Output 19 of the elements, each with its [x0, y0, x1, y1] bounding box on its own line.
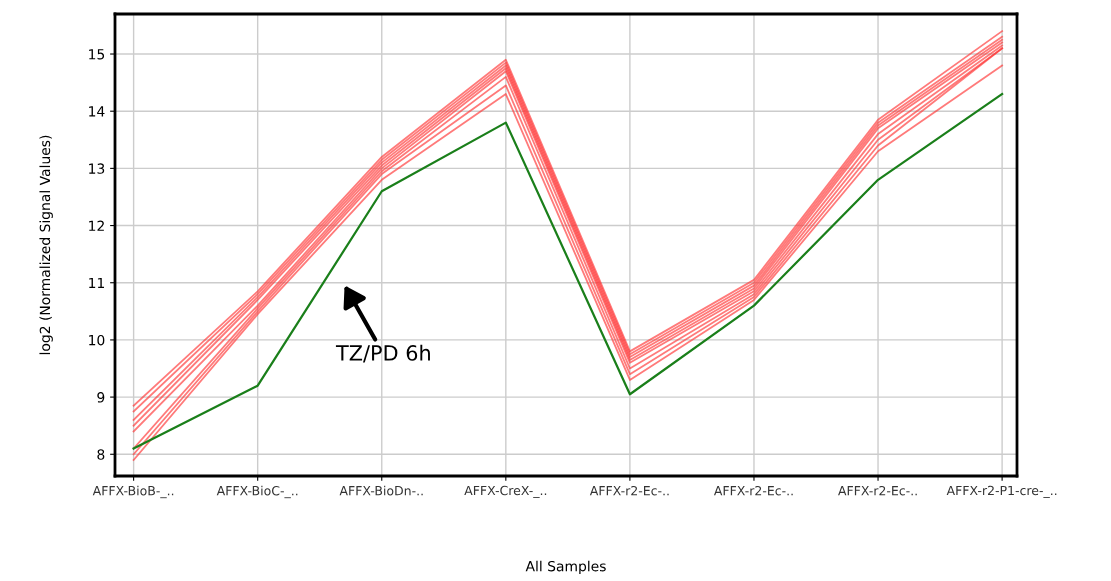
- annotation: TZ/PD 6h: [335, 344, 430, 363]
- x-tick-label: AFFX-CreX-_..: [464, 485, 547, 498]
- y-tick-label: 11: [89, 277, 104, 289]
- y-tick-label: 8: [97, 449, 105, 460]
- x-tick-label: AFFX-BioDn-..: [339, 485, 423, 496]
- x-tick-label: AFFX-r2-Ec-..: [838, 485, 917, 496]
- y-tick-label: 15: [89, 49, 105, 60]
- y-tick-label: 9: [97, 392, 105, 403]
- x-tick-label: AFFX-BioC-_..: [216, 485, 298, 499]
- y-tick-label: 12: [89, 220, 104, 231]
- y-tick-label: 13: [89, 163, 105, 174]
- x-tick-label: AFFX-r2-Ec-..: [589, 485, 669, 496]
- x-tick-label: AFFX-r2-Ec-..: [713, 485, 793, 496]
- y-axis-title: log2 (Normalized Signal Values): [39, 135, 53, 355]
- x-tick-label: AFFX-r2-P1-cre-_..: [946, 485, 1057, 498]
- y-tick-label: 10: [89, 334, 105, 346]
- y-tick-label: 14: [89, 106, 105, 117]
- x-tick-label: AFFX-BioB-_..: [92, 485, 174, 499]
- x-axis-title: All Samples: [525, 560, 606, 575]
